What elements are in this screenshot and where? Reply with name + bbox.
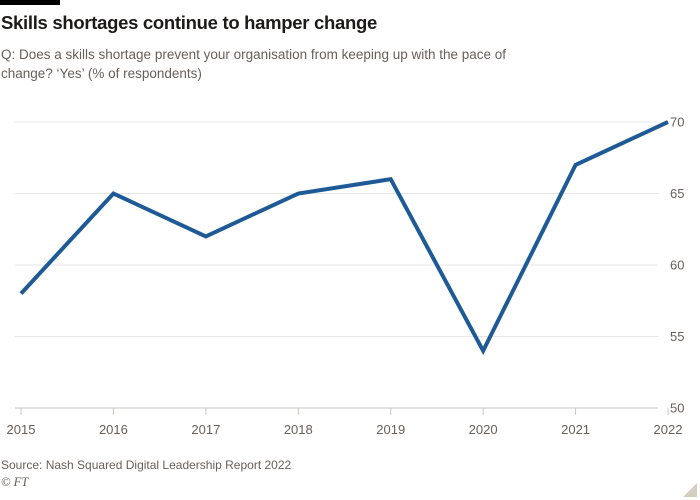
x-axis-label: 2015 (7, 422, 36, 437)
source-note: Source: Nash Squared Digital Leadership … (1, 458, 292, 472)
x-axis-label: 2021 (561, 422, 590, 437)
ft-credit: © FT (1, 475, 29, 489)
data-line (19, 120, 669, 356)
y-axis-label: 70 (670, 115, 684, 130)
resize-handle-icon[interactable] (683, 483, 697, 497)
x-axis-label: 2020 (469, 422, 498, 437)
chart-title: Skills shortages continue to hamper chan… (1, 12, 377, 33)
x-axis-label: 2017 (191, 422, 220, 437)
y-axis-label: 65 (670, 186, 684, 201)
x-axis-label: 2022 (654, 422, 683, 437)
x-axis-label: 2016 (99, 422, 128, 437)
y-axis-label: 55 (670, 329, 684, 344)
y-axis-label: 60 (670, 258, 684, 273)
x-axis-label: 2019 (376, 422, 405, 437)
accent-bar (0, 0, 60, 5)
chart-subtitle: Q: Does a skills shortage prevent your o… (1, 47, 507, 81)
y-axis-label: 50 (670, 401, 684, 416)
x-axis-label: 2018 (284, 422, 313, 437)
